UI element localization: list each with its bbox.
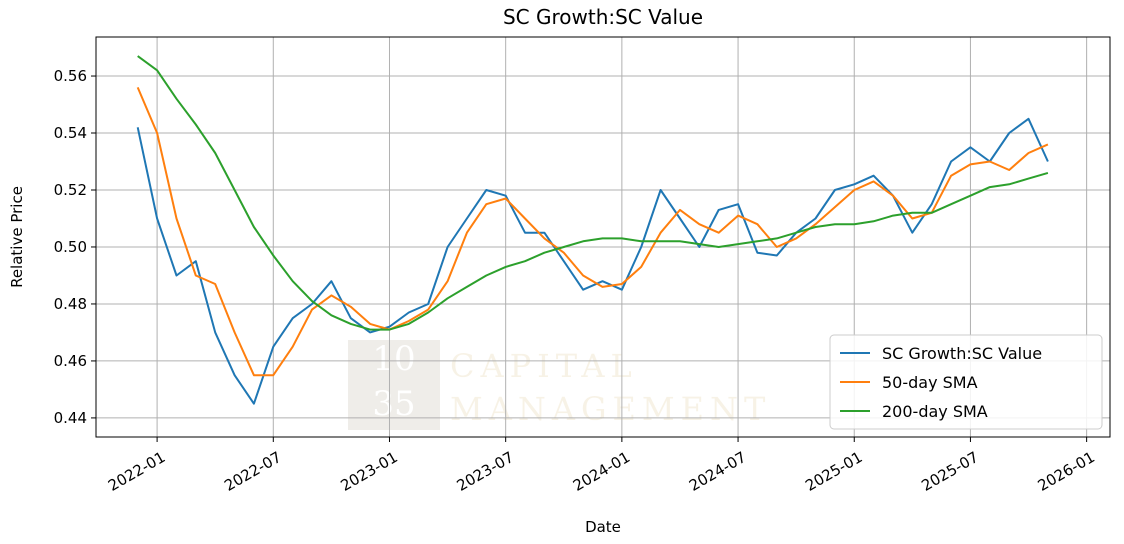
x-axis-label: Date [585, 518, 621, 536]
chart-title: SC Growth:SC Value [503, 5, 703, 29]
watermark-text: CAPITAL [450, 347, 638, 385]
legend-label: 200-day SMA [882, 402, 988, 421]
y-tick-label: 0.54 [54, 124, 87, 142]
x-tick-label: 2025-07 [918, 448, 981, 495]
y-tick-label: 0.56 [54, 67, 87, 85]
y-tick-label: 0.44 [54, 409, 87, 427]
line-series [137, 55, 1049, 331]
x-tick-label: 2026-01 [1035, 448, 1098, 495]
x-tick-label: 2024-07 [686, 448, 749, 495]
watermark-text: MANAGEMENT [450, 390, 771, 428]
x-tick-label: 2024-01 [570, 448, 633, 495]
x-tick-label: 2023-01 [337, 448, 400, 495]
x-tick-label: 2022-07 [221, 448, 284, 495]
y-tick-label: 0.48 [54, 295, 87, 313]
y-axis-label: Relative Price [8, 186, 26, 288]
y-tick-label: 0.52 [54, 181, 87, 199]
watermark-box [348, 340, 440, 430]
legend-label: 50-day SMA [882, 373, 978, 392]
line-series [136, 87, 1049, 377]
plot-frame [95, 36, 1111, 438]
y-tick-label: 0.50 [54, 238, 87, 256]
y-tick-label: 0.46 [54, 352, 87, 370]
x-tick-label: 2025-01 [802, 448, 865, 495]
legend-label: SC Growth:SC Value [882, 344, 1042, 363]
watermark-text: 10 [372, 339, 415, 379]
line-series [136, 117, 1049, 405]
watermark: 10 35 CAPITAL MANAGEMENT [348, 339, 771, 430]
legend: SC Growth:SC Value 50-day SMA 200-day SMA [829, 334, 1103, 430]
watermark-text: 35 [372, 384, 415, 424]
x-tick-label: 2023-07 [454, 448, 517, 495]
legend-box [829, 334, 1103, 430]
x-tick-label: 2022-01 [105, 448, 168, 495]
